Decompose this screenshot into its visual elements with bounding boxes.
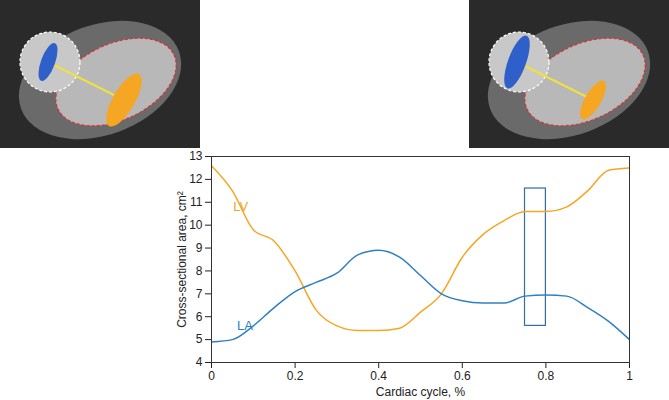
svg-text:1: 1 — [626, 369, 633, 383]
svg-text:12: 12 — [189, 172, 203, 186]
svg-text:LV: LV — [233, 199, 248, 214]
svg-text:10: 10 — [189, 218, 203, 232]
svg-text:11: 11 — [190, 195, 203, 209]
svg-text:6: 6 — [196, 310, 203, 324]
svg-text:Cross-sectional area, cm²: Cross-sectional area, cm² — [175, 191, 189, 328]
svg-text:0: 0 — [208, 369, 215, 383]
svg-text:0.6: 0.6 — [454, 369, 471, 383]
svg-text:4: 4 — [196, 355, 203, 369]
svg-text:9: 9 — [196, 241, 203, 255]
svg-text:0.4: 0.4 — [370, 369, 387, 383]
svg-text:0.2: 0.2 — [287, 369, 304, 383]
svg-text:LA: LA — [237, 318, 253, 333]
svg-text:0.8: 0.8 — [538, 369, 555, 383]
svg-text:Cardiac cycle, %: Cardiac cycle, % — [376, 385, 466, 399]
svg-text:5: 5 — [196, 332, 203, 346]
svg-text:13: 13 — [189, 150, 203, 163]
svg-text:7: 7 — [196, 287, 203, 301]
svg-text:8: 8 — [196, 264, 203, 278]
